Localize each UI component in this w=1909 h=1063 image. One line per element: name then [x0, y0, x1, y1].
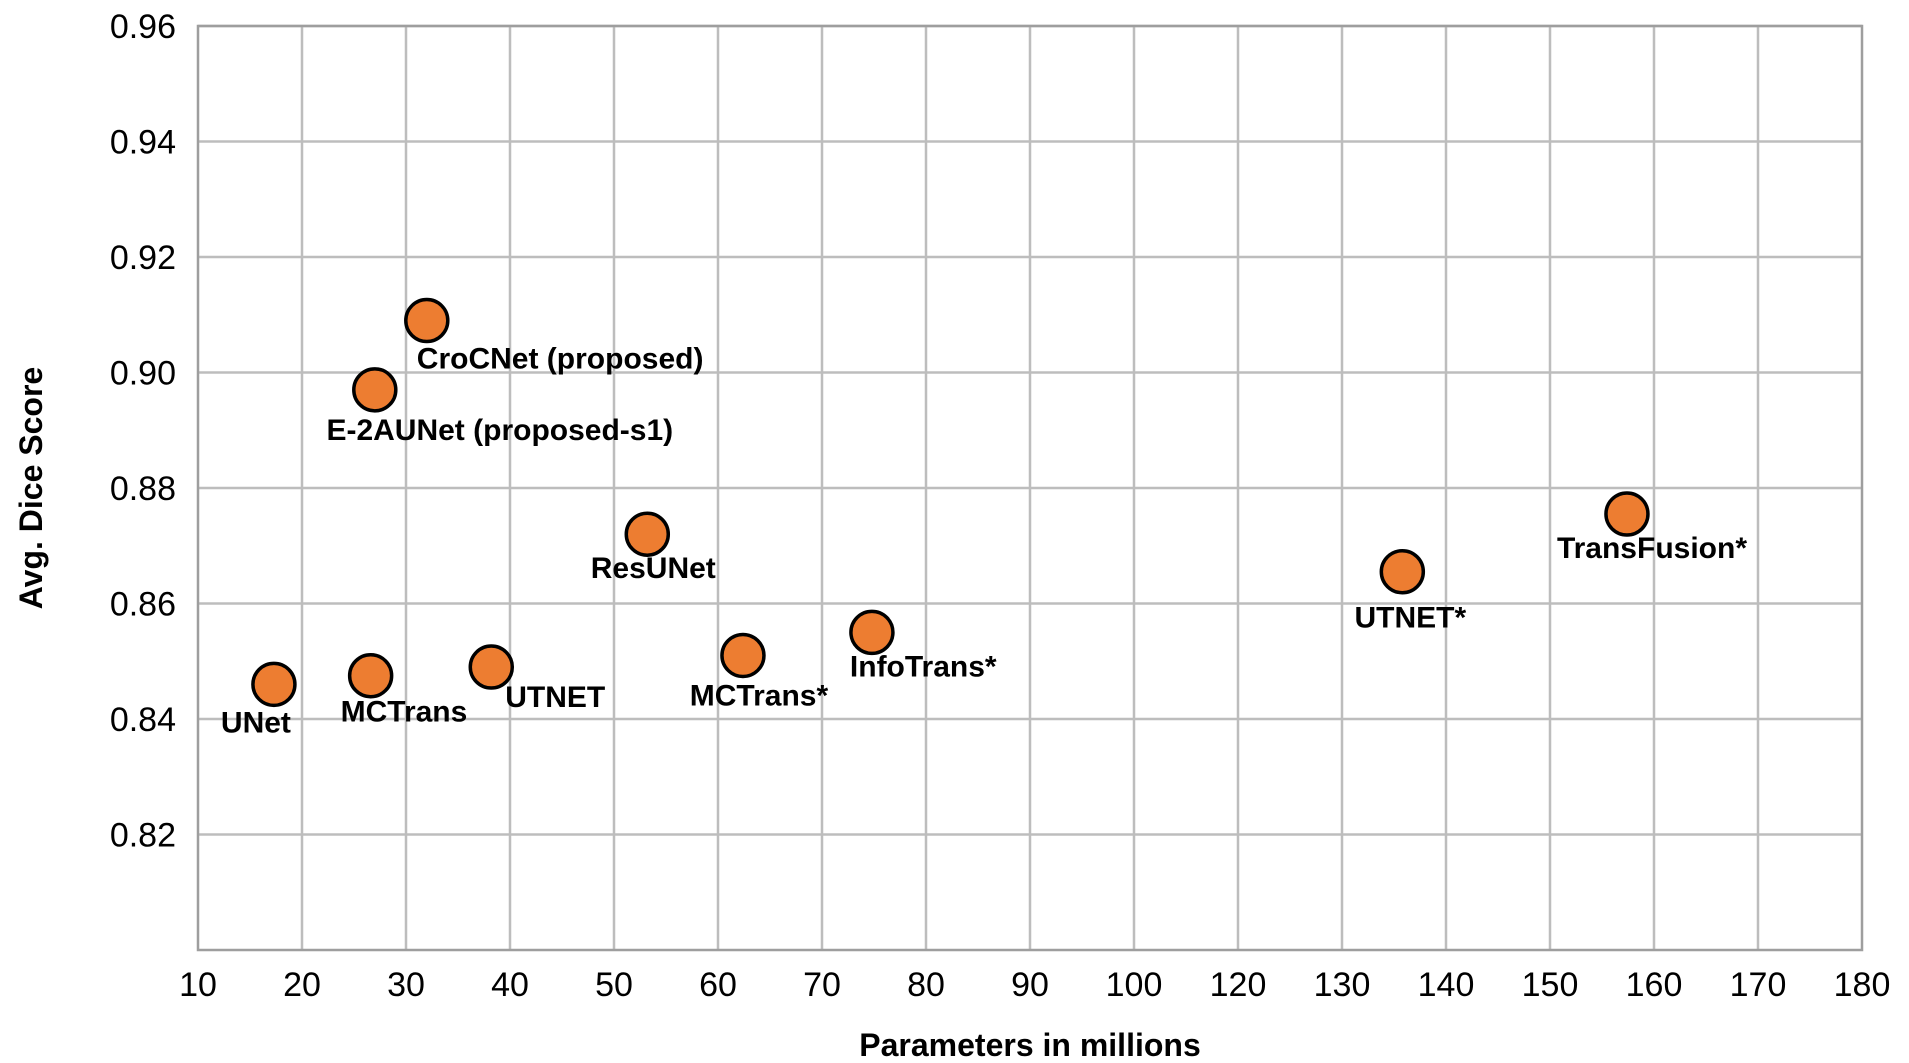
y-tick-label: 0.96 — [110, 8, 176, 46]
data-point — [468, 644, 515, 690]
x-tick-label: 40 — [491, 966, 529, 1004]
data-point — [347, 652, 394, 699]
point-label: CroCNet (proposed) — [417, 343, 704, 376]
data-points — [251, 297, 1650, 708]
x-tick-label: 60 — [699, 966, 737, 1004]
y-tick-label: 0.86 — [110, 586, 176, 624]
y-tick-label: 0.94 — [110, 124, 176, 162]
x-tick-label: 90 — [1011, 966, 1049, 1004]
y-tick-labels: 0.82 0.84 0.86 0.88 0.90 0.92 0.94 0.96 — [110, 8, 176, 855]
point-label: TransFusion* — [1557, 532, 1747, 565]
y-tick-label: 0.88 — [110, 470, 176, 508]
x-tick-label: 120 — [1210, 966, 1267, 1004]
y-tick-label: 0.84 — [110, 701, 176, 739]
x-tick-label: 30 — [387, 966, 425, 1004]
y-axis-title: Avg. Dice Score — [13, 367, 49, 609]
x-tick-label: 50 — [595, 966, 633, 1004]
x-tick-label: 70 — [803, 966, 841, 1004]
x-tick-label: 20 — [283, 966, 321, 1004]
x-tick-labels: 10 20 30 40 50 60 70 80 90 100 120 130 140 150 160 170 1… — [179, 966, 1890, 1004]
x-tick-label: 180 — [1834, 966, 1891, 1004]
point-label: ResUNet — [591, 552, 716, 585]
point-labels: UNet MCTrans UTNET CroCNet (proposed) E-2AUN… — [221, 343, 1747, 740]
point-label: InfoTrans* — [850, 650, 997, 683]
x-tick-label: 100 — [1106, 966, 1163, 1004]
point-label: E-2AUNet (proposed-s1) — [326, 414, 673, 447]
point-label: UNet — [221, 706, 291, 739]
x-tick-label: 160 — [1626, 966, 1683, 1004]
data-point — [404, 297, 450, 344]
point-label: UTNET* — [1354, 602, 1466, 635]
grid-lines — [198, 24, 1862, 950]
x-tick-label: 150 — [1522, 966, 1579, 1004]
x-tick-label: 170 — [1730, 966, 1787, 1004]
y-tick-label: 0.92 — [110, 239, 176, 277]
x-tick-label: 10 — [179, 966, 217, 1004]
x-axis-title: Parameters in millions — [859, 1027, 1200, 1063]
data-point — [251, 661, 297, 708]
x-tick-label: 130 — [1314, 966, 1371, 1004]
data-point — [849, 609, 895, 656]
data-point — [1379, 548, 1426, 595]
data-point — [1604, 491, 1650, 537]
y-tick-label: 0.90 — [110, 355, 176, 393]
x-tick-label: 140 — [1418, 966, 1475, 1004]
y-tick-label: 0.82 — [110, 817, 176, 855]
point-label: MCTrans — [341, 696, 468, 729]
point-label: UTNET — [505, 681, 605, 714]
data-point — [624, 511, 671, 557]
plot-frame — [196, 24, 1864, 952]
point-label: MCTrans* — [690, 679, 829, 712]
data-point — [720, 632, 766, 679]
data-point — [352, 367, 398, 413]
x-tick-label: 80 — [907, 966, 945, 1004]
